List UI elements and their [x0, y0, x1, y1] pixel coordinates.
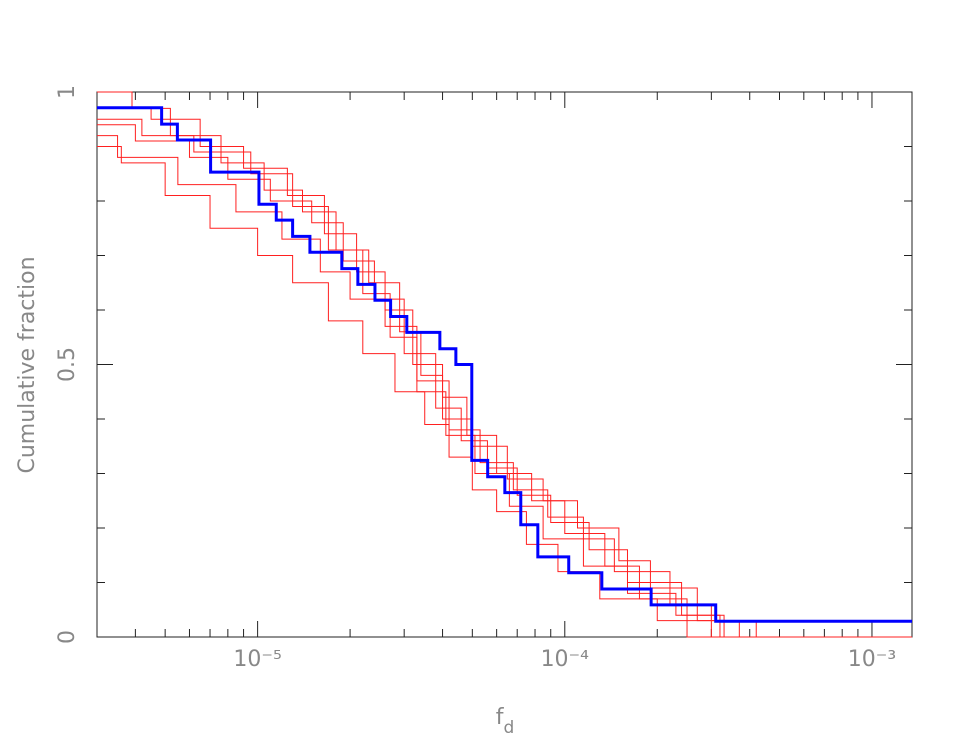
step-line: [97, 91, 912, 638]
step-line: [97, 118, 912, 638]
x-tick-label: 10⁻⁴: [541, 647, 590, 672]
x-tick-label: 10⁻³: [848, 647, 896, 672]
y-tick-label: 0: [55, 630, 80, 644]
x-tick-label: 10⁻⁵: [233, 647, 281, 672]
plot-frame: [96, 91, 913, 638]
step-line-main: [97, 106, 912, 623]
y-tick-label: 1: [55, 85, 80, 99]
step-line: [97, 124, 912, 638]
step-line: [97, 146, 912, 638]
y-axis-label: Cumulative fraction: [15, 256, 40, 473]
y-tick-label: 0.5: [55, 347, 80, 382]
step-line: [97, 107, 912, 638]
x-axis-label-main: f: [496, 705, 505, 730]
x-axis-label: fd: [496, 705, 515, 738]
x-axis-label-subscript: d: [503, 718, 514, 738]
step-line: [97, 135, 912, 638]
